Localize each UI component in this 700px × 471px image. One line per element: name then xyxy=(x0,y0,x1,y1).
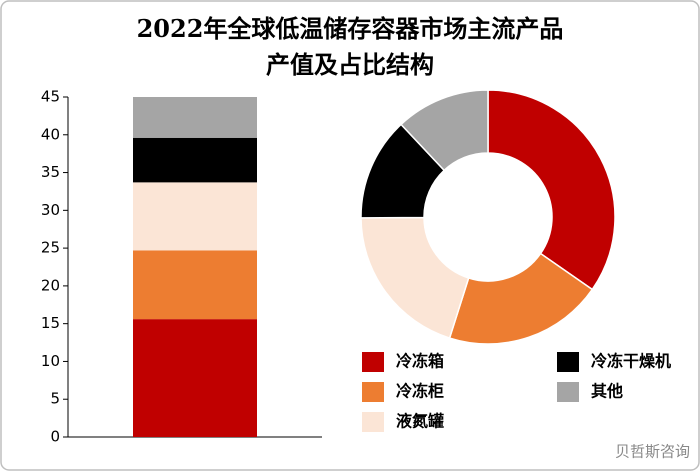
watermark: 贝哲斯咨询 xyxy=(615,443,690,461)
bar-segment xyxy=(133,182,257,251)
legend-swatch xyxy=(362,412,384,432)
legend-swatch xyxy=(557,352,579,372)
chart-title: 2022年全球低温储存容器市场主流产品产值及占比结构 xyxy=(137,14,564,79)
donut-slice xyxy=(400,89,489,172)
legend-swatch xyxy=(362,382,384,402)
y-tick-label: 25 xyxy=(41,239,60,257)
y-tick-label: 20 xyxy=(41,276,60,294)
y-tick-label: 30 xyxy=(41,201,60,219)
legend-label: 冷冻柜 xyxy=(396,382,444,401)
y-tick-label: 0 xyxy=(50,428,60,446)
legend-swatch xyxy=(557,382,579,402)
donut-slice xyxy=(448,252,594,345)
y-tick-label: 45 xyxy=(41,88,60,106)
legend-label: 其他 xyxy=(591,382,623,401)
y-tick-label: 5 xyxy=(50,390,60,408)
bar-segment xyxy=(133,319,257,437)
legend-label: 冷冻干燥机 xyxy=(591,352,671,371)
bar-segment xyxy=(133,250,257,320)
y-tick-label: 40 xyxy=(41,125,60,143)
y-tick-label: 10 xyxy=(41,352,60,370)
bar-segment xyxy=(133,97,257,138)
legend-label: 液氮罐 xyxy=(396,412,444,431)
legend-swatch xyxy=(362,352,384,372)
legend-label: 冷冻箱 xyxy=(396,352,444,371)
y-tick-label: 35 xyxy=(41,163,60,181)
bar-segment xyxy=(133,137,257,183)
donut-slice xyxy=(487,89,616,291)
y-tick-label: 15 xyxy=(41,314,60,332)
